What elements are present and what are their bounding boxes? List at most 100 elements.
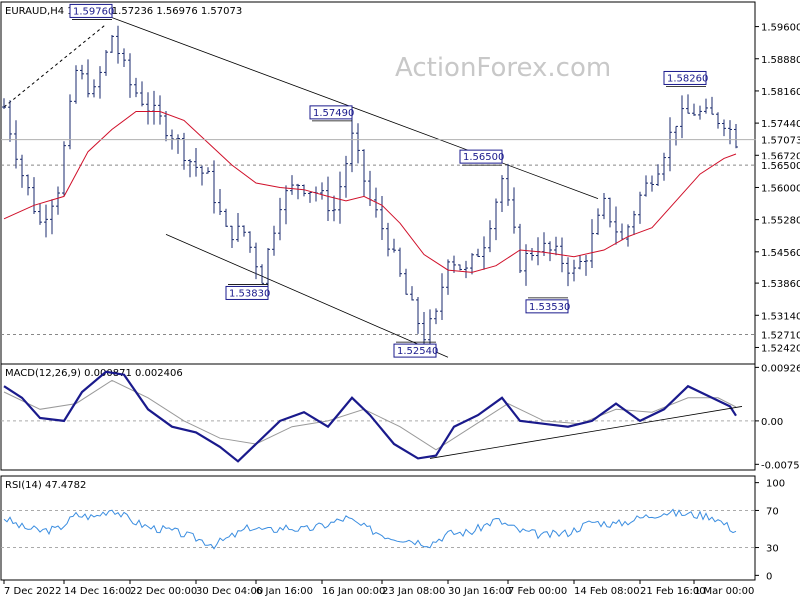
price-bar [734, 123, 738, 149]
price-label: 1.57490 [309, 105, 354, 122]
time-tick-label: 22 Dec 00:00 [130, 586, 197, 597]
rsi-pane-border [0, 475, 756, 581]
price-bar [260, 264, 264, 284]
price-label-box [393, 343, 437, 358]
price-bar [710, 96, 714, 115]
price-labels: 1.59760 1.57490 1.53830 1.52540 1.56500 1.535… [69, 3, 708, 358]
price-bar [584, 255, 588, 276]
price-bar [284, 185, 288, 225]
price-bar [86, 59, 90, 98]
price-bar [344, 155, 348, 198]
time-tick-label: 7 Dec 2022 [4, 586, 62, 597]
price-bar [2, 98, 6, 110]
time-tick-label: 1 Mar 00:00 [694, 586, 754, 597]
price-bar [596, 208, 600, 235]
rsi-header: RSI(14) 47.4782 [5, 480, 86, 491]
price-bar [548, 241, 552, 262]
price-bar [224, 208, 228, 227]
macd-tick-label: 0.00 [761, 417, 783, 428]
price-bar [458, 264, 462, 271]
price-axis-ticks: 1.59600 1.58880 1.58160 1.57440 1.56720 1.560… [755, 23, 800, 354]
price-label-box [663, 70, 707, 85]
trendlines [3, 17, 599, 358]
price-bar [446, 259, 450, 295]
price-label: 1.59760 [69, 3, 114, 20]
price-bar [62, 141, 66, 196]
price-tick-label: 1.56720 [761, 151, 800, 162]
price-bar [158, 95, 162, 125]
price-bar [668, 117, 672, 172]
price-bar [632, 210, 636, 236]
rsi-line [3, 508, 737, 550]
price-bar [644, 175, 648, 197]
macd-signal-line [3, 379, 737, 451]
time-tick-label: 14 Dec 16:00 [64, 586, 131, 597]
price-bar [434, 308, 438, 325]
price-label-box [309, 105, 353, 120]
price-bar [470, 253, 474, 275]
price-bar [350, 118, 354, 173]
level-label: 1.52710 [761, 331, 800, 342]
price-label-text: 1.56500 [463, 152, 504, 163]
price-bar [488, 220, 492, 253]
price-bar [464, 260, 468, 279]
price-bar [302, 184, 306, 197]
price-bar [512, 187, 516, 234]
price-bar [188, 159, 192, 178]
price-bar [626, 224, 630, 247]
price-bar [278, 197, 282, 241]
price-bar [716, 112, 720, 129]
price-label: 1.53830 [225, 284, 270, 300]
price-bar [608, 197, 612, 228]
price-bar [554, 236, 558, 256]
price-bar [362, 149, 366, 197]
price-bar [296, 183, 300, 200]
price-bar [356, 123, 360, 164]
price-bar [614, 206, 618, 245]
price-bar [674, 125, 678, 146]
price-bar [692, 103, 696, 116]
level-label-bg [756, 328, 800, 341]
rsi-tick-label: 0 [766, 571, 772, 582]
current-price-marker: 1.57073 [1, 133, 800, 147]
time-tick-label: 16 Jan 00:00 [322, 586, 385, 597]
price-bar [602, 193, 606, 220]
price-bar [386, 222, 390, 257]
current-price-bg [756, 133, 800, 146]
price-bar [320, 182, 324, 200]
watermark: ActionForex.com [395, 53, 611, 83]
price-bar [32, 177, 36, 215]
price-bar [650, 175, 654, 192]
price-tick-label: 1.58880 [761, 55, 800, 66]
price-bar [524, 244, 528, 286]
price-label-text: 1.59760 [73, 6, 114, 17]
price-bar [272, 225, 276, 256]
time-tick-label: 6 Jan 16:00 [256, 586, 313, 597]
price-bar [698, 105, 702, 120]
time-tick-label: 23 Jan 08:00 [382, 586, 445, 597]
ma-line [3, 111, 737, 273]
price-bar [476, 248, 480, 257]
time-tick-label: 7 Feb 00:00 [508, 586, 567, 597]
price-bar [404, 268, 408, 295]
price-bar [728, 120, 732, 145]
price-bar [392, 238, 396, 253]
price-bar [530, 247, 534, 261]
price-bar [704, 98, 708, 114]
price-bar [92, 79, 96, 98]
price-bar [590, 219, 594, 268]
price-bar [410, 286, 414, 301]
price-bar [266, 247, 270, 290]
time-tick-label: 14 Feb 08:00 [574, 586, 640, 597]
rsi-tick-label: 100 [766, 479, 785, 490]
rsi-tick-label: 30 [766, 544, 779, 555]
macd-line [3, 370, 737, 463]
price-bar [290, 175, 294, 195]
price-bar [206, 167, 210, 174]
price-bar [428, 309, 432, 346]
price-bar [230, 225, 234, 249]
price-label-text: 1.53530 [529, 302, 570, 313]
current-price-label: 1.57073 [761, 136, 800, 147]
price-tick-label: 1.55280 [761, 216, 800, 227]
